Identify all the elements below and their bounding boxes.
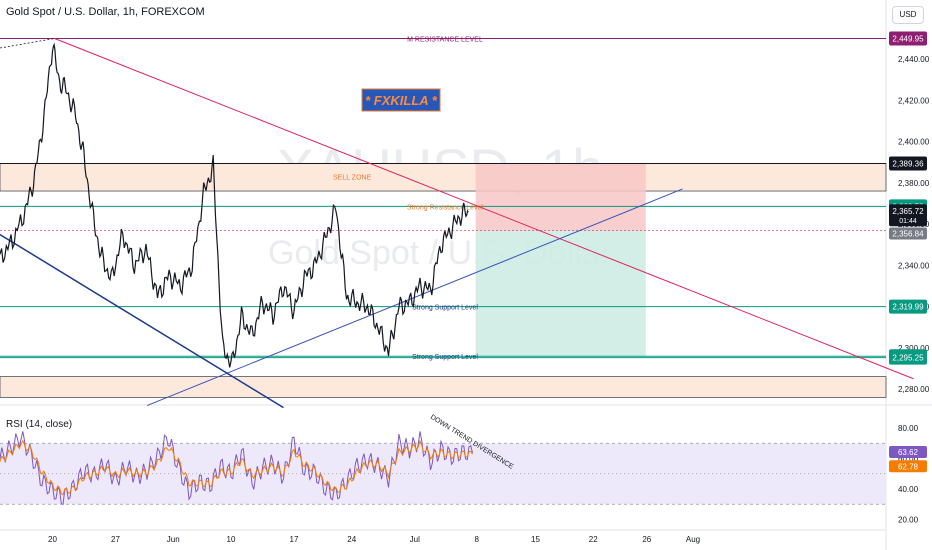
rsi-ma-tag: [889, 460, 927, 473]
position-target-zone: [475, 230, 646, 357]
current-price-tag: [889, 204, 927, 227]
rsi-tick-label: 80.00: [898, 424, 919, 433]
price-tick-label: 2,440.00: [898, 55, 930, 64]
level-tag-label-0: 2,449.95: [892, 34, 924, 43]
entry-tag: [889, 227, 927, 240]
time-tick-label: Aug: [686, 535, 700, 544]
level-tag-label-3: 2,319.99: [892, 303, 924, 312]
level-tag-5: [889, 350, 927, 365]
level-name-2: Strong Resistance Level: [407, 204, 483, 211]
level-tag-1: [889, 156, 927, 171]
chart-title: Gold Spot / U.S. Dollar, 1h, FOREXCOM: [6, 6, 205, 18]
price-tick-label: 2,400.00: [898, 138, 930, 147]
time-tick-label: 15: [531, 535, 540, 544]
time-tick-label: 24: [347, 535, 356, 544]
trendline-0: [54, 38, 914, 380]
rsi-line: [0, 431, 473, 506]
rsi-tick-label: 20.00: [898, 516, 919, 525]
time-tick-label: 27: [111, 535, 120, 544]
time-tick-label: 17: [290, 535, 299, 544]
zone-0: [0, 163, 887, 192]
level-name-3: Strong Support Level: [412, 305, 478, 312]
level-tag-label-1: 2,389.36: [892, 159, 924, 168]
time-tick-label: 22: [589, 535, 598, 544]
time-tick-label: 26: [642, 535, 651, 544]
rsi-tick-label: 40.00: [898, 485, 919, 494]
time-tick-label: Jul: [410, 535, 420, 544]
price-series: [0, 42, 469, 368]
time-tick-label: 8: [474, 535, 479, 544]
rsi-value-label: 63.62: [898, 448, 919, 457]
price-tick-label: 2,340.00: [898, 261, 930, 270]
brand-badge: [361, 88, 441, 112]
current-price-label: 2,365.72: [892, 207, 924, 216]
entry-tag-label: 2,356.84: [892, 230, 924, 239]
level-name-0: M RESISTANCE LEVEL: [407, 36, 483, 43]
rsi-tick-label: 60.00: [898, 455, 919, 464]
currency-button[interactable]: USD: [892, 6, 924, 24]
time-tick-label: 10: [227, 535, 236, 544]
price-tick-label: 2,280.00: [898, 385, 930, 394]
rsi-ma-label: 62.78: [898, 462, 919, 471]
level-tag-0: [889, 31, 927, 46]
zone-1: [0, 376, 887, 398]
price-tick-label: 2,420.00: [898, 96, 930, 105]
level-tag-3: [889, 299, 927, 314]
brand-label: * FXKILLA *: [365, 93, 438, 108]
countdown-label: 01:44: [899, 218, 917, 225]
zone-label-0: SELL ZONE: [333, 174, 372, 181]
rsi-title: RSI (14, close): [6, 419, 73, 430]
time-tick-label: 20: [48, 535, 57, 544]
rsi-value-tag: [889, 445, 927, 458]
time-tick-label: Jun: [167, 535, 180, 544]
level-tag-label-5: 2,295.25: [892, 354, 924, 363]
price-tick-label: 2,380.00: [898, 179, 930, 188]
trendline-2: [0, 233, 284, 409]
position-stop-zone: [475, 163, 646, 231]
peak-connector: [0, 38, 55, 49]
rsi-ma-line: [0, 439, 473, 496]
price-tick-label: 2,300.00: [898, 344, 930, 353]
